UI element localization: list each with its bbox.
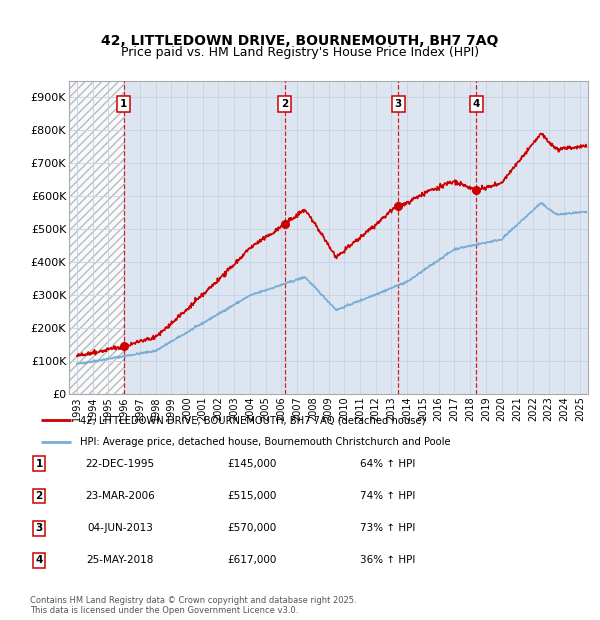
- Text: £515,000: £515,000: [227, 491, 277, 501]
- Text: 42, LITTLEDOWN DRIVE, BOURNEMOUTH, BH7 7AQ: 42, LITTLEDOWN DRIVE, BOURNEMOUTH, BH7 7…: [101, 34, 499, 48]
- Text: 3: 3: [395, 99, 402, 108]
- Bar: [69, 81, 124, 394]
- Text: Contains HM Land Registry data © Crown copyright and database right 2025.
This d: Contains HM Land Registry data © Crown c…: [30, 596, 356, 615]
- Text: 3: 3: [35, 523, 43, 533]
- Text: 73% ↑ HPI: 73% ↑ HPI: [360, 523, 415, 533]
- Text: 1: 1: [35, 459, 43, 469]
- Text: 36% ↑ HPI: 36% ↑ HPI: [360, 556, 415, 565]
- Text: 23-MAR-2006: 23-MAR-2006: [85, 491, 155, 501]
- Text: 1: 1: [120, 99, 127, 108]
- Text: £570,000: £570,000: [227, 523, 277, 533]
- Text: 42, LITTLEDOWN DRIVE, BOURNEMOUTH, BH7 7AQ (detached house): 42, LITTLEDOWN DRIVE, BOURNEMOUTH, BH7 7…: [80, 415, 425, 425]
- Text: HPI: Average price, detached house, Bournemouth Christchurch and Poole: HPI: Average price, detached house, Bour…: [80, 437, 451, 447]
- Text: 4: 4: [35, 556, 43, 565]
- Text: £617,000: £617,000: [227, 556, 277, 565]
- Text: 04-JUN-2013: 04-JUN-2013: [87, 523, 153, 533]
- Text: 64% ↑ HPI: 64% ↑ HPI: [360, 459, 415, 469]
- Text: Price paid vs. HM Land Registry's House Price Index (HPI): Price paid vs. HM Land Registry's House …: [121, 46, 479, 58]
- Text: 2: 2: [35, 491, 43, 501]
- Text: 4: 4: [473, 99, 480, 108]
- Text: 74% ↑ HPI: 74% ↑ HPI: [360, 491, 415, 501]
- Text: 22-DEC-1995: 22-DEC-1995: [85, 459, 155, 469]
- Text: £145,000: £145,000: [227, 459, 277, 469]
- Text: 2: 2: [281, 99, 289, 108]
- Text: 25-MAY-2018: 25-MAY-2018: [86, 556, 154, 565]
